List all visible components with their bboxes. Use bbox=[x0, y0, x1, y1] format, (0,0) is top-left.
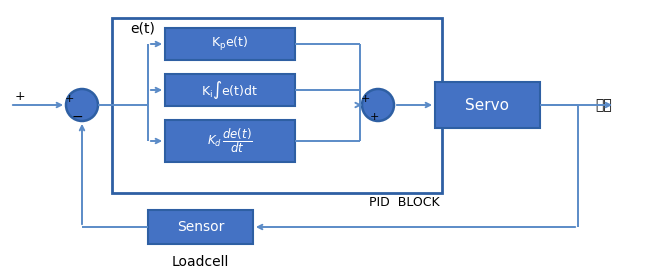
Circle shape bbox=[66, 89, 98, 121]
Text: +: + bbox=[15, 91, 26, 104]
Circle shape bbox=[362, 89, 394, 121]
Text: Servo: Servo bbox=[465, 97, 509, 113]
Text: e(t): e(t) bbox=[130, 22, 155, 36]
Bar bbox=[165, 28, 295, 60]
Bar bbox=[435, 82, 540, 128]
Text: 압력: 압력 bbox=[595, 98, 612, 112]
Bar bbox=[112, 18, 442, 193]
Bar bbox=[165, 74, 295, 106]
Text: +: + bbox=[361, 94, 370, 104]
Text: Sensor: Sensor bbox=[177, 220, 224, 234]
Text: −: − bbox=[71, 110, 83, 124]
Text: Loadcell: Loadcell bbox=[171, 255, 228, 269]
Bar bbox=[148, 210, 253, 244]
Text: $\mathregular{K_i}$$\int$e(t)dt: $\mathregular{K_i}$$\int$e(t)dt bbox=[201, 79, 258, 101]
Bar bbox=[165, 120, 295, 162]
Text: $K_d\,\dfrac{de(t)}{dt}$: $K_d\,\dfrac{de(t)}{dt}$ bbox=[207, 127, 253, 155]
Text: +: + bbox=[64, 94, 74, 104]
Text: +: + bbox=[369, 112, 378, 122]
Text: $\mathregular{K_p}$e(t): $\mathregular{K_p}$e(t) bbox=[211, 35, 249, 53]
Text: PID  BLOCK: PID BLOCK bbox=[369, 196, 440, 209]
